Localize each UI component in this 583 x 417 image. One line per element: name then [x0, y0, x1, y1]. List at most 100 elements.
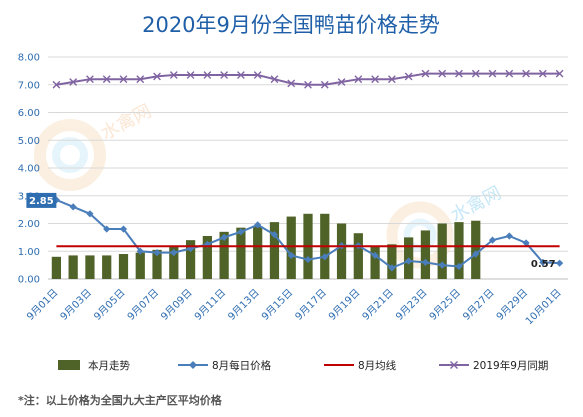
- x-axis: 9月01日9月03日9月05日9月07日9月09日9月11日9月13日9月15日…: [24, 287, 563, 328]
- data-point: [488, 236, 497, 244]
- data-point: [421, 258, 430, 266]
- data-point: [52, 80, 61, 89]
- legend-label: 本月走势: [88, 359, 130, 372]
- bar: [336, 223, 347, 279]
- data-point: [253, 71, 262, 79]
- data-point: [354, 75, 363, 84]
- callout-box: [26, 192, 57, 208]
- data-point: [556, 259, 564, 267]
- data-point: [304, 80, 312, 89]
- bar: [85, 255, 95, 279]
- legend-item: 8月均线: [324, 359, 397, 372]
- bar: [269, 222, 280, 279]
- data-point: [405, 257, 413, 265]
- y-tick-label: 4.00: [18, 164, 40, 175]
- y-tick-label: 7.00: [18, 80, 40, 91]
- bar: [135, 252, 145, 279]
- x-tick-label: 9月15日: [259, 287, 295, 323]
- data-point: [438, 261, 446, 269]
- data-point: [287, 251, 295, 260]
- data-point: [220, 71, 229, 79]
- bar: [286, 216, 296, 279]
- bar: [253, 226, 263, 279]
- data-point: [304, 255, 312, 264]
- y-tick-label: 0.00: [18, 275, 40, 286]
- data-point: [254, 221, 262, 229]
- data-point: [102, 75, 111, 84]
- bar: [236, 227, 246, 279]
- data-point: [170, 249, 178, 257]
- x-tick-label: 9月03日: [58, 287, 94, 323]
- legend-marker: [189, 361, 197, 369]
- legend-marker: [450, 361, 458, 369]
- bar: [102, 255, 112, 279]
- x-tick-label: 9月23日: [393, 287, 429, 323]
- data-point: [69, 78, 78, 86]
- data-point: [136, 247, 144, 255]
- data-point: [505, 232, 513, 240]
- data-point: [287, 79, 296, 88]
- data-point: [555, 69, 564, 78]
- bar: [51, 256, 61, 279]
- data-point: [320, 80, 329, 89]
- data-point: [505, 69, 514, 78]
- data-point: [270, 75, 279, 84]
- x-tick-label: 9月07日: [125, 287, 161, 323]
- legend-label: 2019年9月同期: [473, 359, 548, 372]
- annotations: 2.85 0.57: [26, 192, 556, 270]
- bar: [68, 255, 78, 279]
- data-point: [119, 225, 128, 233]
- legend: 本月走势 8月每日价格 8月均线 2019年9月同期: [58, 359, 548, 372]
- data-point: [387, 75, 396, 84]
- chart-title: 2020年9月份全国鸭苗价格走势: [142, 13, 440, 37]
- y-tick-label: 6.00: [18, 108, 40, 119]
- x-tick-label: 9月21日: [360, 287, 396, 323]
- legend-swatch: [58, 360, 80, 370]
- data-point: [522, 239, 530, 247]
- line-series: [52, 69, 564, 272]
- data-point: [455, 69, 463, 78]
- x-tick-label: 9月27日: [461, 287, 497, 323]
- bar: [185, 240, 196, 279]
- data-point: [522, 69, 530, 78]
- bar: [202, 235, 212, 279]
- callout-label: 2.85: [29, 196, 54, 207]
- legend-item: 8月每日价格: [178, 359, 272, 372]
- data-point: [538, 69, 547, 78]
- legend-item: 本月走势: [58, 359, 130, 372]
- x-tick-label: 9月13日: [226, 287, 262, 323]
- y-tick-label: 8.00: [18, 53, 40, 64]
- bar: [420, 230, 431, 279]
- bar: [370, 245, 380, 279]
- data-point: [237, 228, 245, 236]
- data-point: [438, 69, 447, 78]
- data-point: [388, 264, 396, 272]
- bar: [471, 220, 481, 279]
- bar: [169, 245, 179, 279]
- x-tick-label: 9月01日: [24, 287, 60, 323]
- data-point: [488, 69, 497, 78]
- data-point: [337, 78, 346, 86]
- legend-item: 2019年9月同期: [439, 359, 548, 372]
- data-point: [421, 69, 430, 78]
- x-tick-label: 9月09日: [159, 287, 195, 323]
- watermark-text: 水禽网: [97, 101, 155, 145]
- data-point: [186, 71, 195, 79]
- data-point: [539, 258, 547, 266]
- data-point: [270, 231, 279, 239]
- callout-label: 0.57: [531, 259, 556, 270]
- footnote: *注：以上价格为全国九大主产区平均价格: [18, 393, 223, 407]
- data-point: [169, 71, 178, 79]
- data-point: [153, 72, 161, 81]
- bar: [152, 249, 162, 279]
- x-tick-label: 9月25日: [427, 287, 463, 323]
- bar: [437, 223, 447, 279]
- data-point: [472, 250, 480, 258]
- y-axis: 0.001.002.003.004.005.006.007.008.00: [18, 53, 40, 286]
- data-point: [455, 262, 463, 271]
- data-point: [69, 203, 77, 211]
- x-tick-label: 9月17日: [293, 287, 329, 323]
- y-tick-label: 2.00: [18, 219, 40, 230]
- y-tick-label: 1.00: [18, 247, 40, 258]
- bar: [454, 222, 464, 279]
